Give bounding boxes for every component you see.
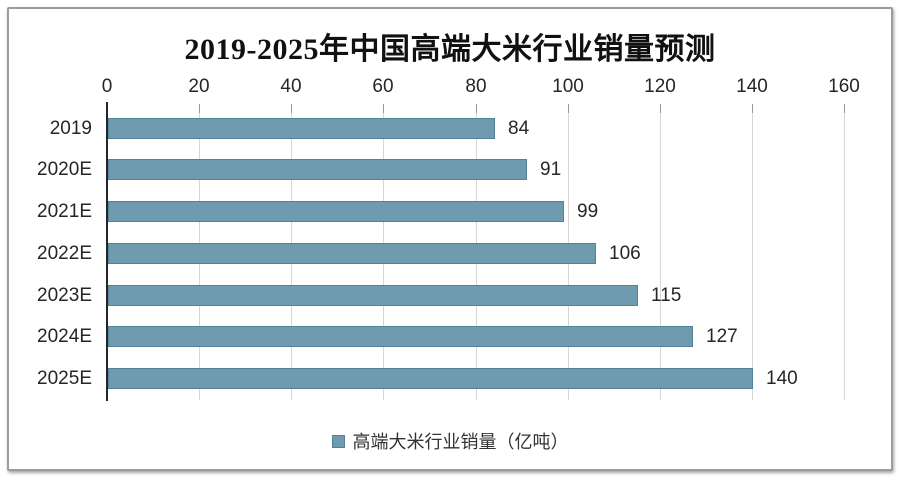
x-tick-label: 140 — [736, 76, 768, 97]
gridline — [844, 104, 845, 400]
bar — [108, 159, 527, 180]
x-tick-mark — [291, 104, 292, 113]
value-label: 84 — [508, 118, 530, 139]
bar — [108, 201, 564, 222]
gridline — [660, 104, 661, 400]
value-label: 91 — [540, 159, 562, 180]
bar — [108, 326, 693, 347]
x-tick-mark — [476, 104, 477, 113]
x-tick-mark — [844, 104, 845, 113]
bar — [108, 243, 596, 264]
x-tick-label: 40 — [280, 76, 302, 97]
x-tick-label: 0 — [101, 76, 113, 97]
value-label: 127 — [706, 326, 738, 347]
value-label: 99 — [577, 201, 599, 222]
x-tick-mark — [199, 104, 200, 113]
y-axis-line — [106, 102, 108, 401]
chart-frame — [7, 7, 893, 471]
gridline — [752, 104, 753, 400]
value-label: 115 — [651, 285, 682, 306]
bar — [108, 285, 638, 306]
category-label: 2025E — [37, 368, 92, 389]
category-label: 2019 — [49, 118, 92, 139]
bar — [108, 368, 753, 389]
x-tick-label: 80 — [465, 76, 487, 97]
bar — [108, 118, 495, 139]
x-tick-mark — [660, 104, 661, 113]
value-label: 106 — [609, 243, 641, 264]
legend-label: 高端大米行业销量（亿吨） — [352, 432, 569, 452]
x-tick-mark — [568, 104, 569, 113]
category-label: 2023E — [37, 285, 92, 306]
x-tick-label: 20 — [188, 76, 210, 97]
category-label: 2021E — [37, 201, 92, 222]
x-tick-label: 160 — [828, 76, 860, 97]
x-tick-label: 60 — [372, 76, 394, 97]
category-label: 2024E — [37, 326, 92, 347]
x-tick-mark — [383, 104, 384, 113]
legend: 高端大米行业销量（亿吨） — [0, 428, 900, 454]
category-label: 2020E — [37, 159, 92, 180]
legend-marker-icon — [331, 434, 345, 448]
chart-title: 2019-2025年中国高端大米行业销量预测 — [184, 33, 716, 66]
x-tick-label: 120 — [644, 76, 676, 97]
value-label: 140 — [766, 368, 798, 389]
x-tick-mark — [752, 104, 753, 113]
x-tick-label: 100 — [552, 76, 584, 97]
category-label: 2022E — [37, 243, 92, 264]
